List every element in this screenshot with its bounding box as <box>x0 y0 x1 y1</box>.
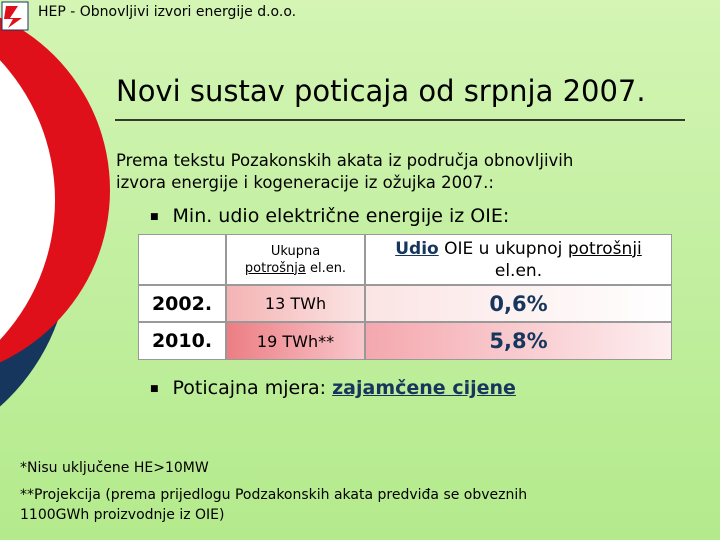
table-cell: 5,8% <box>365 322 672 360</box>
footnote: *Nisu uključene HE>10MW <box>20 460 209 476</box>
header-part: el.en. <box>309 260 347 276</box>
intro-line: Prema tekstu Pozakonskih akata iz područ… <box>116 151 574 170</box>
table-cell: 2010. <box>138 322 226 360</box>
footnote: **Projekcija (prema prijedlogu Podzakons… <box>20 487 528 503</box>
bullet-text: Poticajna mjera: <box>172 377 327 399</box>
table-header: Ukupna potrošnja el.en. <box>226 234 365 285</box>
table-header: Udio OIE u ukupnoj potrošnji el.en. <box>365 234 672 285</box>
logo-bolt <box>4 6 22 28</box>
table-cell: 19 TWh** <box>226 322 365 360</box>
bullet-text: Min. udio električne energije iz OIE: <box>172 205 510 227</box>
header-part: OIE u ukupnoj <box>444 238 563 259</box>
table-cell: 2002. <box>138 285 226 322</box>
bullet-emphasis: zajamčene cijene <box>332 377 516 399</box>
header-part: potrošnja <box>244 260 306 276</box>
white-disc <box>0 60 55 340</box>
footnotes: *Nisu uključene HE>10MW **Projekcija (pr… <box>20 456 527 524</box>
intro-line: izvora energije i kogeneracije iz ožujka… <box>116 173 494 192</box>
table-cell: 0,6% <box>365 285 672 322</box>
header-part: el.en. <box>494 260 543 281</box>
title: Novi sustav poticaja od srpnja 2007. <box>116 74 646 108</box>
company: HEP - Obnovljivi izvori energije d.o.o. <box>38 4 297 20</box>
intro: Prema tekstu Pozakonskih akata iz područ… <box>116 150 573 194</box>
footnote: 1100GWh proizvodnje iz OIE) <box>20 507 225 523</box>
bullet: ■ Poticajna mjera: zajamčene cijene <box>150 377 516 399</box>
table-corner <box>138 234 226 285</box>
bullet: ■ Min. udio električne energije iz OIE: <box>150 205 510 227</box>
header-part: Ukupna <box>270 243 321 259</box>
header-part: Udio <box>395 238 439 259</box>
table-cell: 13 TWh <box>226 285 365 322</box>
header-part: potrošnji <box>567 238 642 259</box>
